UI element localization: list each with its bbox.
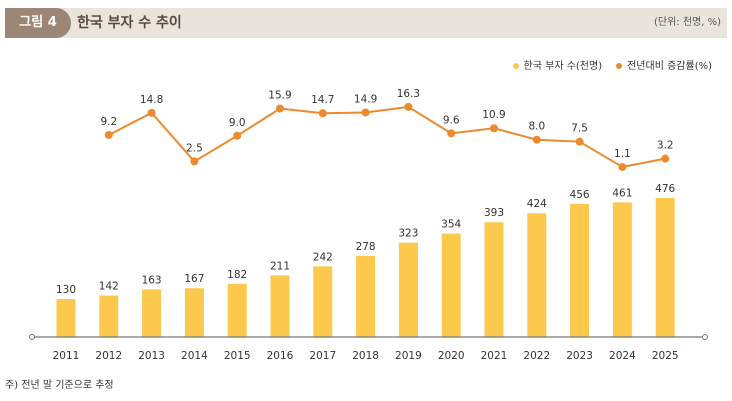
bar-value-label: 142 bbox=[99, 281, 119, 293]
line-value-label: 7.5 bbox=[571, 123, 588, 135]
x-tick-label: 2013 bbox=[138, 350, 165, 362]
bar-value-label: 323 bbox=[398, 228, 418, 240]
bar bbox=[313, 266, 333, 337]
figure-header: 그림 4 한국 부자 수 추이 (단위: 천명, %) bbox=[5, 8, 727, 38]
x-tick-label: 2022 bbox=[523, 350, 550, 362]
x-tick-label: 2024 bbox=[609, 350, 636, 362]
bar-value-label: 354 bbox=[441, 219, 461, 231]
x-tick-label: 2025 bbox=[652, 350, 679, 362]
bar-value-label: 461 bbox=[612, 187, 632, 199]
line-value-label: 1.1 bbox=[614, 148, 631, 160]
x-tick-label: 2019 bbox=[395, 350, 422, 362]
line-value-label: 8.0 bbox=[528, 121, 545, 133]
bar bbox=[612, 202, 632, 337]
x-tick-label: 2021 bbox=[481, 350, 508, 362]
bar bbox=[227, 283, 247, 337]
bar-value-label: 182 bbox=[227, 269, 247, 281]
bar bbox=[99, 295, 119, 337]
legend-label: 전년대비 증감률(%) bbox=[627, 61, 712, 72]
bar bbox=[398, 242, 418, 337]
legend-dot-icon bbox=[616, 63, 623, 69]
line-point bbox=[276, 104, 284, 113]
bar bbox=[655, 198, 675, 337]
chart-title: 한국 부자 수 추이 bbox=[77, 15, 182, 31]
bar-value-label: 242 bbox=[313, 251, 333, 263]
line-value-label: 9.6 bbox=[443, 114, 460, 126]
footnote: 주) 전년 말 기준으로 추정 bbox=[5, 380, 114, 391]
bar bbox=[356, 255, 376, 337]
line-value-label: 14.8 bbox=[140, 94, 163, 106]
x-tick-label: 2016 bbox=[267, 350, 294, 362]
line-point bbox=[190, 157, 199, 166]
axis-end-right bbox=[702, 334, 708, 340]
growth-line bbox=[108, 105, 666, 169]
bar bbox=[570, 203, 590, 337]
line-point bbox=[661, 154, 670, 163]
line-point bbox=[490, 124, 498, 133]
bar bbox=[441, 233, 461, 337]
bar-value-label: 456 bbox=[570, 189, 590, 201]
legend-label: 한국 부자 수(천명) bbox=[523, 61, 603, 72]
line-point bbox=[618, 162, 627, 171]
line-point bbox=[575, 137, 584, 146]
x-tick-label: 2015 bbox=[224, 350, 251, 362]
line-point bbox=[447, 129, 456, 138]
x-tick-label: 2011 bbox=[53, 350, 80, 362]
line-value-label: 16.3 bbox=[397, 88, 420, 100]
line-point bbox=[404, 102, 413, 111]
line-value-label: 3.2 bbox=[657, 140, 674, 152]
bar bbox=[56, 299, 76, 337]
line-point bbox=[361, 108, 370, 117]
line-value-label: 15.9 bbox=[268, 89, 291, 101]
bar bbox=[270, 275, 290, 337]
axis-end-left bbox=[29, 334, 35, 340]
bar bbox=[142, 289, 162, 337]
bar-value-label: 424 bbox=[527, 198, 547, 210]
bar-value-label: 130 bbox=[56, 284, 76, 296]
bar bbox=[484, 222, 504, 337]
line-point bbox=[532, 135, 541, 144]
x-tick-label: 2017 bbox=[309, 350, 336, 362]
line-value-label: 14.7 bbox=[311, 94, 334, 106]
x-tick-label: 2020 bbox=[438, 350, 465, 362]
bar bbox=[184, 288, 204, 337]
line-value-label: 14.9 bbox=[354, 93, 377, 105]
bar-value-label: 476 bbox=[655, 183, 675, 195]
line-point bbox=[147, 108, 156, 117]
bar-value-label: 393 bbox=[484, 207, 504, 219]
line-point bbox=[318, 109, 327, 118]
bar-value-label: 163 bbox=[142, 274, 162, 286]
legend-item-bar: 한국 부자 수(천명) bbox=[512, 57, 603, 72]
x-tick-label: 2012 bbox=[95, 350, 122, 362]
bar-value-label: 278 bbox=[356, 241, 376, 253]
line-point bbox=[104, 130, 113, 139]
x-tick-label: 2023 bbox=[566, 350, 593, 362]
x-tick-label: 2018 bbox=[352, 350, 379, 362]
bar bbox=[527, 213, 547, 337]
x-tick-label: 2014 bbox=[181, 350, 208, 362]
unit-label: (단위: 천명, %) bbox=[653, 17, 721, 28]
bar-value-label: 211 bbox=[270, 260, 290, 272]
line-value-label: 10.9 bbox=[482, 109, 505, 121]
legend-dot-icon bbox=[512, 63, 519, 69]
line-point bbox=[233, 131, 242, 140]
bar-value-label: 167 bbox=[184, 273, 204, 285]
line-value-label: 9.2 bbox=[100, 116, 117, 128]
figure-label: 그림 4 bbox=[5, 8, 71, 38]
line-value-label: 9.0 bbox=[229, 117, 246, 129]
legend: 한국 부자 수(천명) 전년대비 증감률(%) bbox=[512, 57, 712, 72]
legend-item-line: 전년대비 증감률(%) bbox=[616, 57, 712, 72]
line-value-label: 2.5 bbox=[186, 142, 203, 154]
